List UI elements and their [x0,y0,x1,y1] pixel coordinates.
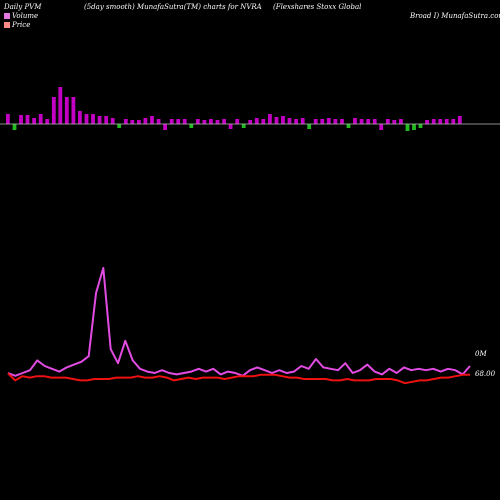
legend-price: Price [4,21,30,29]
pvm-bar [38,114,43,124]
pvm-bar [12,124,17,130]
pvm-bar [84,114,89,124]
pvm-bar [202,120,207,124]
pvm-bars [6,87,462,131]
ticker-name: (Flexshares Stoxx Global [273,3,362,11]
pvm-bar [19,115,23,124]
volume-axis-label: 0M [475,350,487,358]
pvm-bar [51,97,56,124]
pvm-bar [346,124,351,128]
pvm-bar [137,120,141,124]
ticker-name-cont: Broad I) MunafaSutra.com [410,12,500,20]
pvm-bar [241,124,246,128]
legend-price-label: Price [12,21,31,29]
pvm-bar [405,124,410,131]
pvm-bar [392,120,397,124]
pvm-bar [104,116,109,124]
pvm-bar [438,119,443,124]
pvm-bar [379,124,384,130]
pvm-bar [300,118,305,124]
pvm-bar [248,120,253,124]
pvm-bar [150,116,154,124]
pvm-bar [412,124,416,130]
pvm-bar [176,119,181,124]
pvm-bar [6,114,10,124]
pvm-bar [209,119,213,124]
pvm-bar [399,119,403,124]
chart-title: (5day smooth) MunafaSutra(TM) charts for… [84,3,262,11]
pvm-bar [71,97,76,124]
pvm-bar [294,119,298,124]
pvm-bar [313,119,318,124]
pvm-bar [333,119,338,124]
price-axis-label: 68.00 [475,370,496,378]
pvm-bar [268,114,272,124]
pvm-bar [163,124,167,130]
pvm-bar [215,120,220,124]
pvm-bar [91,114,95,124]
pvm-bar [418,124,423,128]
pvm-bar [123,119,128,124]
pvm-bar [274,117,279,124]
pvm-bar [326,118,331,124]
pvm-bar [385,119,390,124]
pvm-bar [340,119,344,124]
pvm-bar [45,119,50,124]
pvm-bar [64,97,69,124]
legend-price-swatch [4,22,10,28]
pvm-bar [156,119,161,124]
pvm-bar [431,119,436,124]
pvm-bar [307,124,312,129]
pvm-bar [228,124,233,129]
legend-volume-swatch [4,13,10,19]
pvm-bar [25,115,30,124]
pvm-bar [222,119,226,124]
pvm-bar [261,119,266,124]
pvm-bar [320,119,325,124]
pvm-bar [143,118,148,124]
pvm-bar [195,119,200,124]
pvm-bar [281,116,285,124]
pvm-bar [353,118,357,124]
pvm-bar [110,118,115,124]
price-line [7,372,470,385]
pvm-bar [425,120,429,124]
pvm-bar [169,119,174,124]
pvm-bar [254,118,259,124]
pvm-bar [359,119,364,124]
chart-label: Daily PVM [4,3,42,11]
pvm-bar [451,119,456,124]
pvm-bar [130,120,135,124]
pvm-bar [235,119,240,124]
volume-line [7,267,471,377]
pvm-bar [189,124,194,128]
pvm-bar [182,119,187,124]
pvm-bar [78,111,82,124]
pvm-bar [444,119,449,124]
legend-volume: Volume [4,12,38,20]
pvm-bar [58,87,63,124]
pvm-bar [117,124,122,128]
pvm-bar [97,116,102,124]
pvm-bar [32,118,36,124]
pvm-bar [372,119,377,124]
pvm-bar [457,116,462,124]
pvm-bar [287,118,292,124]
pvm-bar [366,119,371,124]
legend-volume-label: Volume [12,12,39,20]
